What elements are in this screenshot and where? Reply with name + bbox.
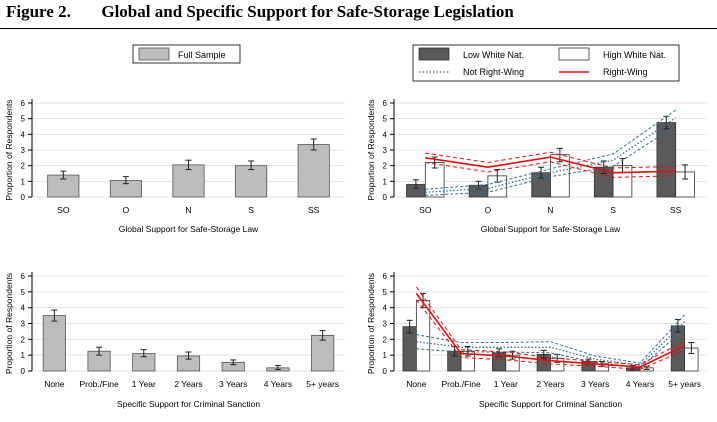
- legend-box-groups: [412, 44, 680, 82]
- panel-1-xtick-label: S: [248, 205, 254, 215]
- panel-4-right-wing-ci-low: [416, 299, 685, 370]
- panel-2-not-right-wing-ci-low: [425, 125, 676, 196]
- panel-1-xtick-label: SO: [57, 205, 70, 215]
- panel-3-xtick-label: 2 Years: [174, 379, 202, 389]
- panel-1-ylabel: Proportion of Respondents: [4, 99, 14, 200]
- panel-4-ylabel: Proportion of Respondents: [366, 273, 376, 374]
- panel-4-not-right-wing-line: [416, 321, 686, 367]
- panel-2-not-right-wing-line: [425, 117, 677, 193]
- panel-3-xtick-label: 4 Years: [264, 379, 292, 389]
- panel-1-ytick-label: 6: [21, 99, 26, 108]
- panel-2-ytick-label: 5: [383, 115, 388, 124]
- panel-2-bar-low-white-nat-4: [656, 122, 677, 198]
- panel-3-ytick-label: 4: [21, 304, 26, 313]
- legend-swatch-full-sample: [138, 47, 170, 61]
- panel-1-ytick-label: 5: [21, 115, 26, 124]
- panel-2-xtick-label: SO: [419, 205, 432, 215]
- panel-4-xtick-label: Prob./Fine: [441, 379, 480, 389]
- panel-4-right-wing-line: [415, 292, 685, 368]
- panel-4-xtick-label: 4 Years: [626, 379, 654, 389]
- panel-2-xtick-label: O: [485, 205, 492, 215]
- legend-swatch-high-white-nat: [558, 47, 590, 61]
- panel-3-xtick-label: 1 Year: [132, 379, 156, 389]
- panel-3-ytick-label: 2: [21, 335, 26, 344]
- figure-title-text: Global and Specific Support for Safe-Sto…: [101, 2, 514, 21]
- panel-2-ytick-label: 4: [383, 130, 388, 139]
- panel-1-bar-full-sample-3: [235, 165, 268, 198]
- legend-label-right-wing: Right-Wing: [603, 67, 648, 77]
- panel-4-xtick-label: 5+ years: [668, 379, 701, 389]
- panel-2-ylabel: Proportion of Respondents: [366, 99, 376, 200]
- panel-3-ytick-label: 5: [21, 288, 26, 297]
- panel-4-not-right-wing-ci-high: [416, 314, 685, 364]
- panel-1-bar-full-sample-4: [297, 144, 330, 198]
- legend-swatch-low-white-nat: [418, 47, 450, 61]
- panel-4-ytick-label: 3: [383, 320, 388, 329]
- panel-3-xtick-label: Prob./Fine: [79, 379, 118, 389]
- panel-3-ylabel: Proportion of Respondents: [4, 273, 14, 374]
- panel-4-xlabel: Specific Support for Criminal Sanction: [479, 399, 622, 409]
- panel-4-xtick-label: None: [406, 379, 427, 389]
- figure-title: Figure 2. Global and Specific Support fo…: [6, 2, 514, 22]
- panel-1-bar-full-sample-2: [172, 164, 205, 198]
- panel-3-xlabel: Specific Support for Criminal Sanction: [117, 399, 260, 409]
- panel-1-xtick-label: N: [185, 205, 191, 215]
- panel-2-ytick-label: 3: [383, 146, 388, 155]
- panel-4-xtick-label: 3 Years: [581, 379, 609, 389]
- panel-2-ytick-label: 0: [383, 193, 388, 202]
- panel-2-ytick-label: 1: [383, 177, 388, 186]
- panel-3-ytick-label: 0: [21, 367, 26, 376]
- panel-1-xlabel: Global Support for Safe-Storage Law: [119, 224, 259, 234]
- panel-4-xtick-label: 2 Years: [536, 379, 564, 389]
- legend-label-high-white-nat: High White Nat.: [603, 50, 666, 60]
- panel-4-ytick-label: 6: [383, 272, 388, 281]
- panel-1-ytick-label: 3: [21, 146, 26, 155]
- panel-4-ytick-label: 0: [383, 367, 388, 376]
- panel-2-xlabel: Global Support for Safe-Storage Law: [481, 224, 621, 234]
- panel-1-ytick-label: 2: [21, 162, 26, 171]
- legend-label-not-right-wing: Not Right-Wing: [463, 67, 524, 77]
- panel-3-bar-full-sample-0: [42, 315, 66, 372]
- panel-4-ytick-label: 4: [383, 304, 388, 313]
- panel-2-not-right-wing-ci-high: [425, 109, 676, 190]
- panel-2-xtick-label: N: [547, 205, 553, 215]
- panel-4-ytick-label: 2: [383, 335, 388, 344]
- panel-2-xtick-label: S: [610, 205, 616, 215]
- panel-4-ytick-label: 1: [383, 351, 388, 360]
- panel-2-right-wing-ci-high: [425, 151, 676, 169]
- panel-3-ytick-label: 6: [21, 272, 26, 281]
- panel-3-xtick-label: 3 Years: [219, 379, 247, 389]
- panel-3-ytick-label: 1: [21, 351, 26, 360]
- panel-4-ytick-label: 5: [383, 288, 388, 297]
- legend-label-low-white-nat: Low White Nat.: [463, 50, 524, 60]
- panel-3-bar-full-sample-6: [311, 334, 335, 372]
- panel-1-xtick-label: SS: [308, 205, 320, 215]
- legend-label-full-sample: Full Sample: [178, 50, 226, 60]
- figure-label: Figure 2.: [6, 2, 71, 21]
- title-rule: [0, 28, 717, 29]
- panel-3-ytick-label: 3: [21, 320, 26, 329]
- panel-3-xtick-label: None: [44, 379, 65, 389]
- panel-4-xtick-label: 1 Year: [494, 379, 518, 389]
- panel-2-ytick-label: 6: [383, 99, 388, 108]
- panel-2-ytick-label: 2: [383, 162, 388, 171]
- panel-1-xtick-label: O: [123, 205, 130, 215]
- panel-1-ytick-label: 4: [21, 130, 26, 139]
- panel-3-xtick-label: 5+ years: [306, 379, 339, 389]
- panel-2-right-wing-ci-low: [425, 161, 676, 178]
- panel-2-right-wing-line: [425, 156, 676, 174]
- panel-1-ytick-label: 0: [21, 193, 26, 202]
- panel-1-ytick-label: 1: [21, 177, 26, 186]
- panel-2-xtick-label: SS: [670, 205, 682, 215]
